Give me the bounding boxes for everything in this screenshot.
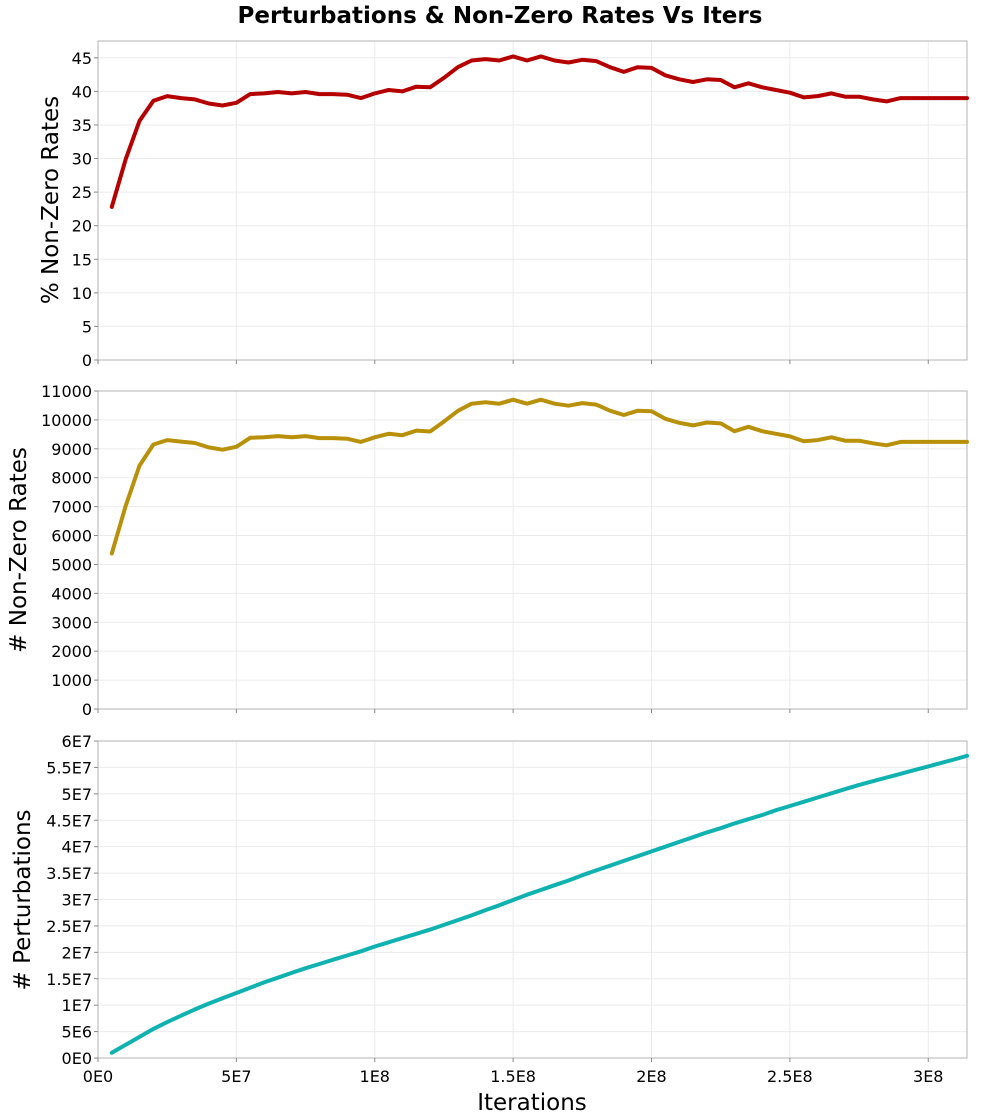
x-tick-label: 2.5E8 — [767, 1067, 813, 1086]
panel-0-series-line — [109, 54, 969, 209]
panel-2-y-tick-label: 5E6 — [62, 1023, 92, 1042]
panel-1-y-tick-label: 10000 — [41, 411, 92, 430]
panel-0-y-tick-label: 5 — [82, 317, 92, 336]
panel-1-plot-frame — [97, 390, 968, 710]
panel-1-y-tick-label: 5000 — [51, 555, 92, 574]
panel-0-y-tick-label: 25 — [72, 183, 92, 202]
panel-1-series-line — [109, 397, 969, 556]
x-tick-label: 3E8 — [913, 1067, 943, 1086]
x-tick-label: 5E7 — [221, 1067, 251, 1086]
panel-0-y-tick-label: 35 — [72, 116, 92, 135]
panel-1-y-tick-label: 7000 — [51, 498, 92, 517]
panel-0-y-tick-label: 30 — [72, 150, 92, 169]
panel-perturbations: # Perturbations 0E0 5E6 1E7 1.5E7 2E7 2.5E7 3E… — [10, 732, 969, 1086]
panel-0-y-tick-label: 10 — [72, 284, 92, 303]
panel-2-y-tick-label: 1E7 — [62, 996, 92, 1015]
panel-1-y-tick-label: 2000 — [51, 642, 92, 661]
panel-1-y-tick-label: 0 — [82, 700, 92, 719]
panel-0-ylabel: % Non-Zero Rates — [38, 96, 64, 304]
x-tick-label: 2E8 — [636, 1067, 666, 1086]
panel-2-y-tick-label: 4.5E7 — [46, 811, 92, 830]
panel-percent-non-zero-rates: % Non-Zero Rates 0 5 10 15 20 25 30 35 40 45 — [38, 40, 969, 370]
panel-1-y-tick-label: 8000 — [51, 469, 92, 488]
panel-2-y-tick-label: 5.5E7 — [46, 758, 92, 777]
panel-2-y-tick-label: 6E7 — [62, 732, 92, 751]
panel-2-y-tick-label: 5E7 — [62, 785, 92, 804]
panel-count-non-zero-rates: # Non-Zero Rates 0 1000 2000 3000 4000 5000 60… — [6, 382, 969, 719]
panel-1-y-tick-label: 3000 — [51, 613, 92, 632]
panel-1-y-tick-label: 4000 — [51, 584, 92, 603]
panel-0-y-tick-label: 40 — [72, 82, 92, 101]
x-tick-label: 0E0 — [83, 1067, 113, 1086]
panel-1-ylabel: # Non-Zero Rates — [6, 447, 32, 653]
panel-2-y-tick-label: 4E7 — [62, 838, 92, 857]
panel-2-y-tick-label: 0E0 — [62, 1049, 92, 1068]
panel-0-plot-frame — [97, 40, 968, 361]
chart-title: Perturbations & Non-Zero Rates Vs Iters — [238, 3, 763, 29]
panel-0-y-tick-label: 15 — [72, 250, 92, 269]
panel-0-y-tick-label: 20 — [72, 217, 92, 236]
panel-2-y-tick-label: 3.5E7 — [46, 864, 92, 883]
panel-2-y-tick-label: 2.5E7 — [46, 917, 92, 936]
panel-2-y-tick-label: 1.5E7 — [46, 970, 92, 989]
panel-1-y-tick-label: 11000 — [41, 382, 92, 401]
x-tick-label: 1E8 — [360, 1067, 390, 1086]
panel-1-y-tick-label: 9000 — [51, 440, 92, 459]
panel-0-y-tick-label: 0 — [82, 351, 92, 370]
x-tick-label: 1.5E8 — [490, 1067, 536, 1086]
panel-2-y-tick-label: 2E7 — [62, 943, 92, 962]
panel-0-y-tick-label: 45 — [72, 49, 92, 68]
panel-2-series-line — [109, 753, 969, 1055]
panel-1-y-tick-label: 1000 — [51, 671, 92, 690]
x-axis-label: Iterations — [477, 1090, 587, 1116]
panel-2-y-tick-label: 3E7 — [62, 891, 92, 910]
panel-2-ylabel: # Perturbations — [10, 809, 36, 990]
panel-1-y-tick-label: 6000 — [51, 527, 92, 546]
